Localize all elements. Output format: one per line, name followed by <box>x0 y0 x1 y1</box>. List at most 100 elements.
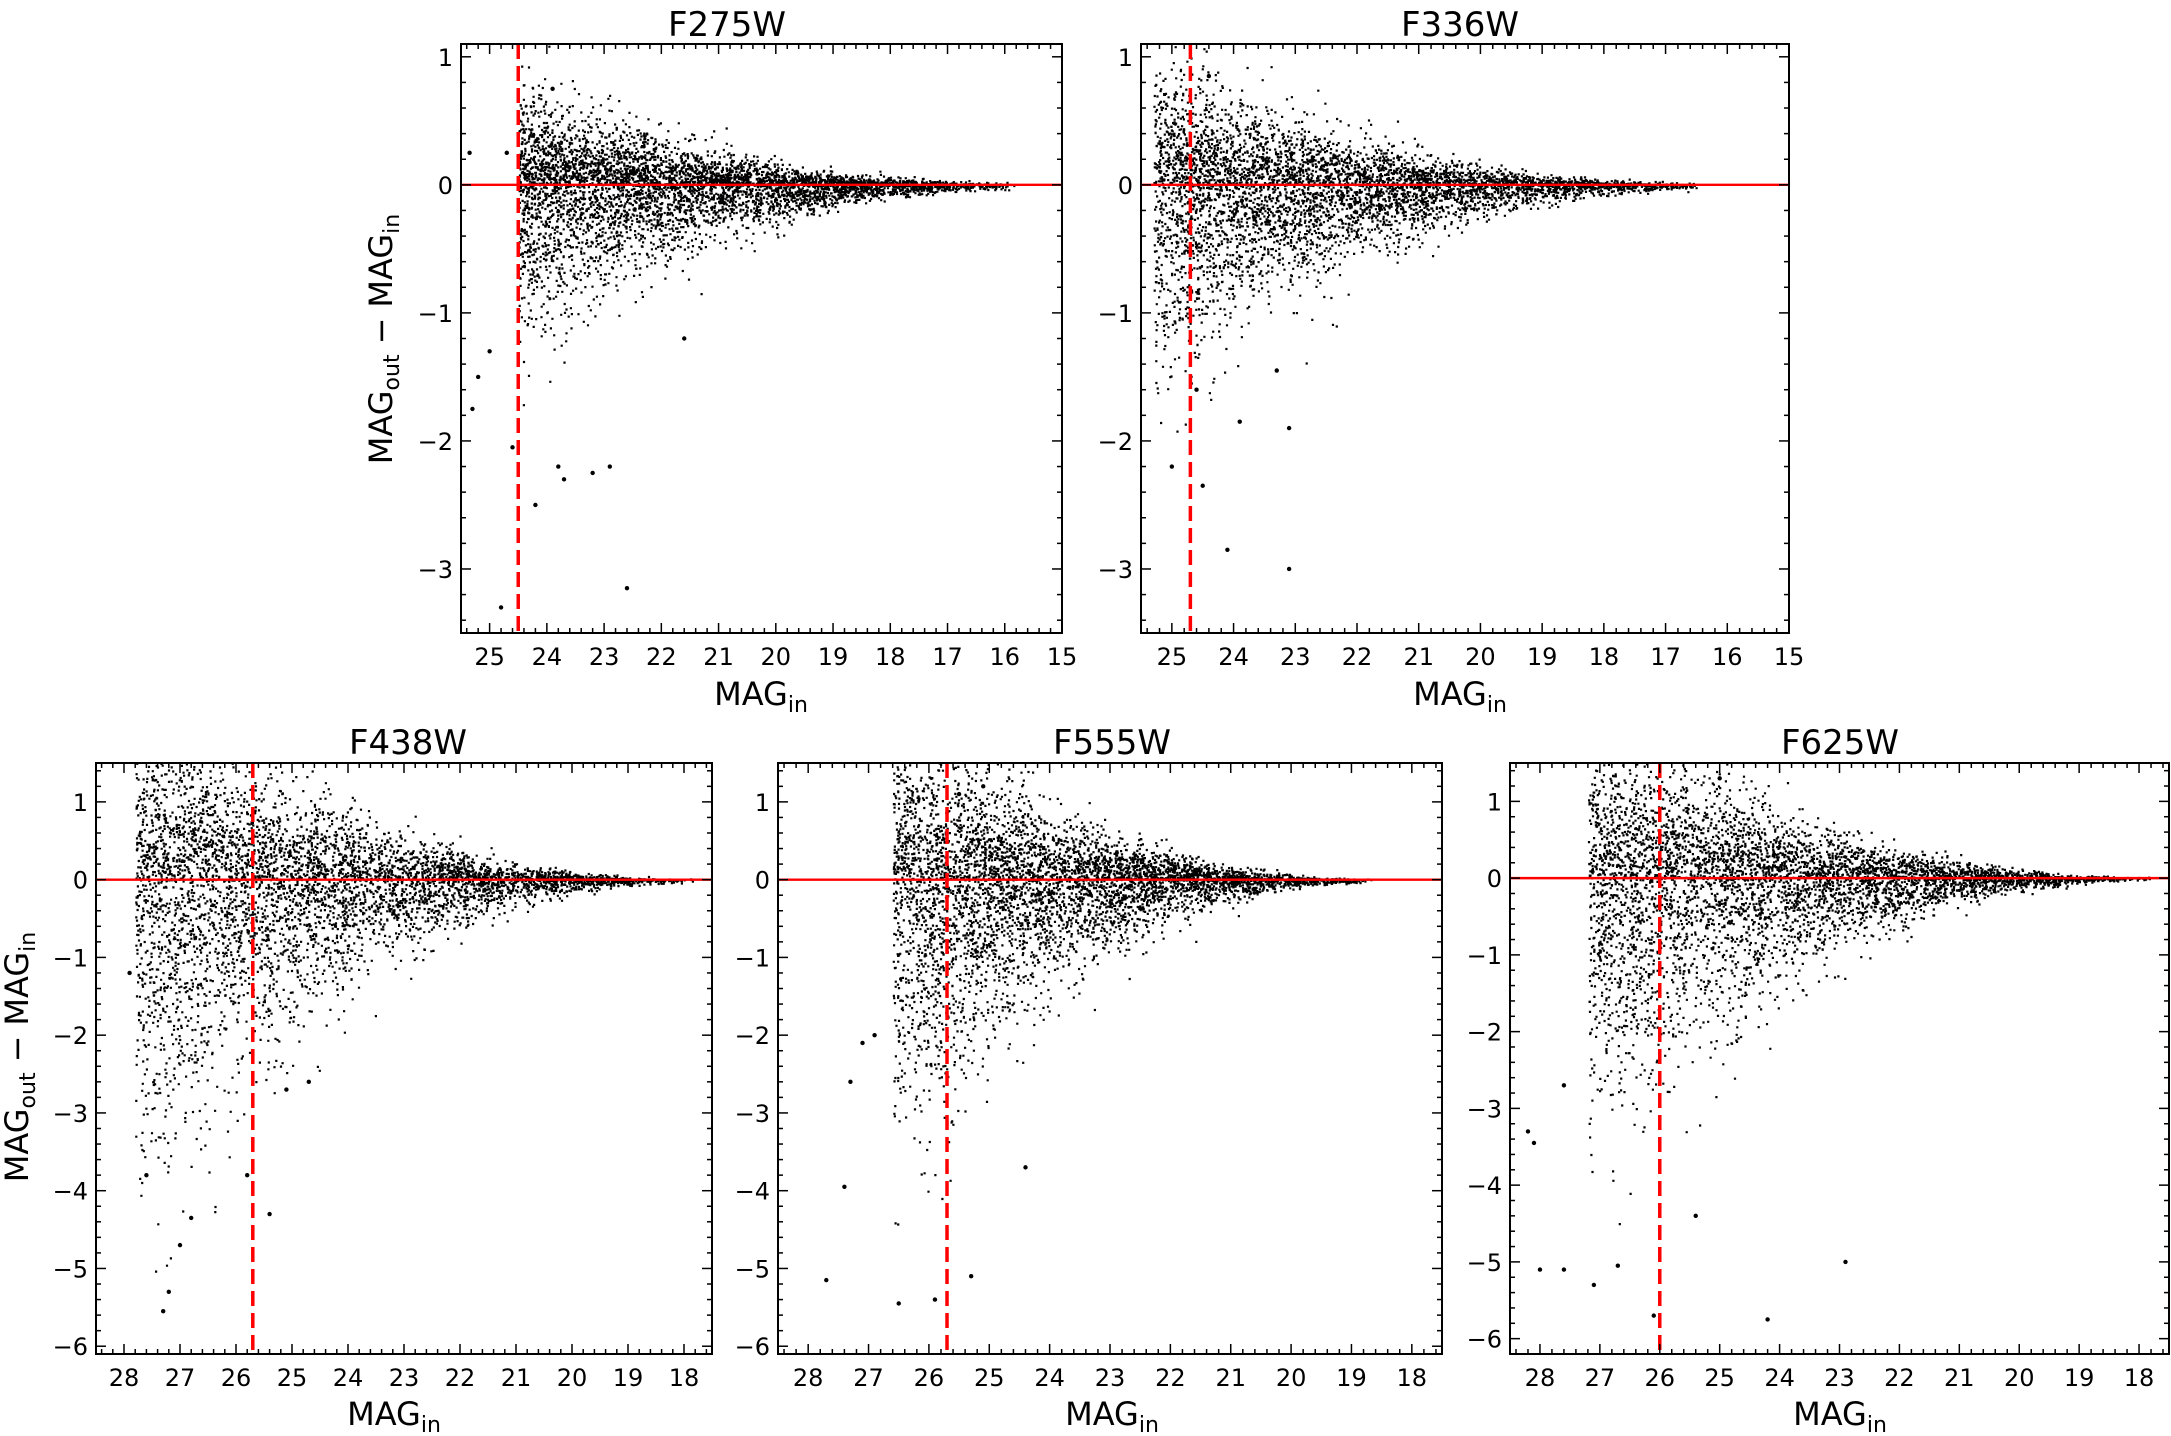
outlier-point <box>872 1032 877 1038</box>
x-tick-label: 19 <box>613 1364 644 1392</box>
y-tick-label: −5 <box>1467 1249 1502 1277</box>
panel-title: F438W <box>349 723 467 763</box>
outlier-point <box>306 1079 311 1085</box>
outlier-point <box>860 1040 865 1046</box>
outlier-point <box>824 1277 829 1283</box>
outlier-point <box>981 784 986 789</box>
y-tick-label: 0 <box>1487 865 1502 893</box>
x-tick-label: 25 <box>1704 1364 1735 1392</box>
x-tick-label: 18 <box>1589 643 1620 671</box>
x-tick-label: 19 <box>1336 1364 1367 1392</box>
outlier-point <box>161 1309 166 1314</box>
x-tick-label: 21 <box>501 1364 532 1392</box>
plot-frame <box>777 762 1443 1355</box>
x-tick-label: 27 <box>1585 1364 1616 1392</box>
x-tick-label: 21 <box>1944 1364 1975 1392</box>
x-tick-label: 24 <box>1764 1364 1795 1392</box>
x-tick-label: 24 <box>333 1364 364 1392</box>
outlier-point <box>1561 1267 1567 1272</box>
x-tick-label: 27 <box>853 1364 884 1392</box>
outlier-point <box>267 1211 272 1217</box>
outlier-point <box>1169 464 1175 469</box>
x-tick-label: 21 <box>1403 643 1434 671</box>
scatter-cloud <box>1153 46 1698 433</box>
y-tick-label: −4 <box>735 1178 770 1206</box>
x-tick-label: 22 <box>1342 643 1373 671</box>
outlier-point <box>1200 483 1205 488</box>
outlier-point <box>144 1172 149 1178</box>
x-tick-label: 23 <box>589 643 620 671</box>
ticks: 25 24 23 22 21 20 19 18 17 16 15 1 0 −1 −2 −3 <box>1098 44 1805 671</box>
x-tick-label: 21 <box>703 643 734 671</box>
y-tick-label: −6 <box>53 1333 88 1361</box>
outlier-point <box>1843 1259 1848 1265</box>
panel-title: F625W <box>1781 723 1899 763</box>
x-tick-label: 23 <box>1824 1364 1855 1392</box>
outlier-point <box>1717 776 1722 781</box>
outlier-point <box>1286 566 1292 572</box>
outlier-point <box>189 1215 194 1221</box>
y-tick-label: −4 <box>1467 1172 1502 1200</box>
outlier-point <box>624 585 630 591</box>
outlier-point <box>1194 387 1199 392</box>
panel-f625w: F625W 28 27 26 25 24 23 22 21 20 19 18 1 0 −1 −2 −3 −4 −5… <box>1467 723 2170 1436</box>
panel-title: F336W <box>1401 5 1519 45</box>
y-axis-label: MAGout−MAGin <box>0 932 41 1182</box>
x-tick-label: 17 <box>1650 643 1681 671</box>
x-tick-label: 16 <box>1712 643 1743 671</box>
y-tick-label: −2 <box>1098 428 1133 456</box>
outlier-point <box>1225 547 1230 552</box>
outlier-point <box>1561 1083 1567 1088</box>
x-tick-label: 26 <box>914 1364 945 1392</box>
x-tick-label: 17 <box>932 643 963 671</box>
x-tick-label: 24 <box>1218 643 1249 671</box>
y-tick-label: 0 <box>1118 172 1133 200</box>
y-tick-label: 1 <box>438 44 453 72</box>
outlier-point <box>475 374 481 380</box>
outlier-point <box>467 150 472 156</box>
x-axis-label: MAGin <box>1793 1395 1887 1436</box>
outlier-point <box>470 406 475 412</box>
x-tick-label: 25 <box>1157 643 1188 671</box>
x-tick-label: 22 <box>1155 1364 1186 1392</box>
outlier-point <box>245 1172 250 1178</box>
y-tick-label: 0 <box>755 867 770 895</box>
y-tick-label: −1 <box>735 944 770 972</box>
scatter-points <box>1510 763 2169 1354</box>
outlier-point <box>848 1079 853 1085</box>
outlier-point <box>1591 1282 1597 1288</box>
outlier-point <box>956 791 962 797</box>
y-tick-label: −6 <box>735 1333 770 1361</box>
x-axis-label: MAGin <box>1413 675 1507 718</box>
y-tick-label: 1 <box>755 789 770 817</box>
scatter-cloud <box>892 763 1373 1226</box>
ticks: 28 27 26 25 24 23 22 21 20 19 18 1 0 −1 −2 −3 −4 −5 −6 <box>1467 763 2169 1392</box>
scatter-cloud <box>518 45 1016 407</box>
x-tick-label: 20 <box>2004 1364 2035 1392</box>
outlier-point <box>177 1242 183 1248</box>
ticks: 28 27 26 25 24 23 22 21 20 19 18 1 0 −1 −2 −3 −4 −5 −6 <box>735 763 1442 1392</box>
x-tick-label: 16 <box>989 643 1020 671</box>
outlier-point <box>968 1274 974 1279</box>
y-tick-label: 0 <box>438 172 453 200</box>
x-tick-label: 26 <box>221 1364 252 1392</box>
outlier-point <box>284 1087 289 1092</box>
y-tick-label: −4 <box>53 1178 88 1206</box>
x-axis-label: MAGin <box>714 675 808 718</box>
x-tick-label: 25 <box>474 643 505 671</box>
x-tick-label: 24 <box>1034 1364 1065 1392</box>
scatter-points <box>1141 44 1789 633</box>
ticks: 28 27 26 25 24 23 22 21 20 19 18 1 0 −1 −2 −3 −4 −5 −6 <box>53 763 712 1392</box>
panel-f336w: F336W 25 24 23 22 21 20 19 18 17 16 15 1 0 −1 −2 −3 MAG… <box>1098 5 1805 718</box>
scatter-points <box>96 763 712 1354</box>
y-tick-label: −5 <box>735 1255 770 1283</box>
panel-title: F275W <box>668 5 786 45</box>
x-tick-label: 15 <box>1047 643 1078 671</box>
outlier-point <box>498 605 504 610</box>
x-axis-label: MAGin <box>1065 1395 1159 1436</box>
outlier-point <box>932 1297 938 1302</box>
outlier-point <box>1237 419 1242 424</box>
x-tick-label: 25 <box>974 1364 1005 1392</box>
y-tick-label: −1 <box>1467 942 1502 970</box>
outlier-point <box>1274 368 1279 373</box>
